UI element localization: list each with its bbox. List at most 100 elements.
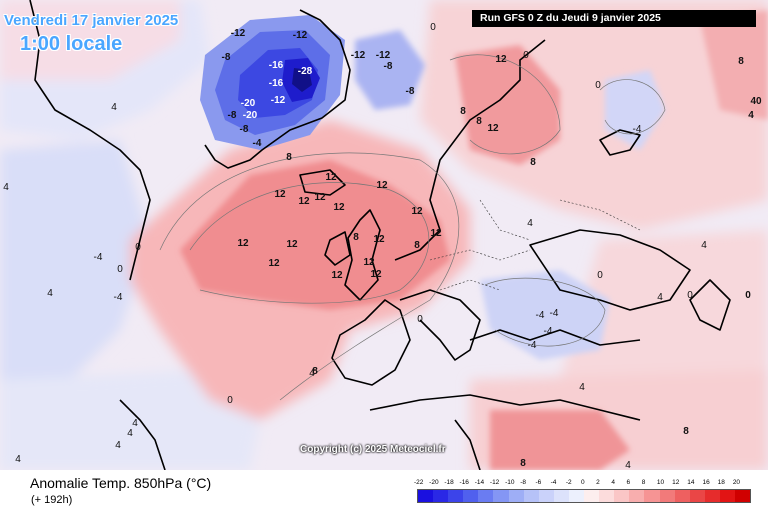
legend-swatch	[659, 490, 675, 502]
contour-label: 4	[15, 454, 21, 465]
legend-swatch	[614, 490, 630, 502]
contour-label: -4	[94, 252, 103, 263]
contour-label: 4	[115, 440, 121, 451]
legend-tick-label: -16	[459, 479, 469, 486]
contour-label: 0	[595, 80, 601, 91]
legend-tick-label: 16	[702, 479, 710, 486]
legend-swatch	[433, 490, 449, 502]
legend-swatch	[418, 490, 434, 502]
borders	[429, 199, 641, 291]
great-britain	[344, 209, 381, 301]
contour-label: -16	[269, 78, 284, 89]
contour-label: 12	[331, 270, 343, 281]
contour-label: -20	[241, 98, 256, 109]
contour-label: -12	[271, 95, 286, 106]
cold-core-balkans	[480, 270, 610, 360]
legend-tick-label: -22	[414, 479, 424, 486]
contour-label: 12	[286, 239, 298, 250]
contour-label: 12	[363, 257, 375, 268]
cold-ring-5	[292, 68, 312, 92]
legend-swatch	[553, 490, 569, 502]
anomaly-core-shading	[180, 10, 768, 470]
contour-label: 0	[135, 242, 141, 253]
contour-label: 12	[487, 123, 499, 134]
mediterranean-north-coast	[469, 329, 641, 346]
legend-swatch	[508, 490, 524, 502]
contour-label: -8	[240, 124, 249, 135]
lake-ladoga	[599, 129, 641, 156]
legend-tick-label: 14	[687, 479, 695, 486]
legend-swatch	[538, 490, 554, 502]
contour-label: 8	[353, 232, 359, 243]
contour-label: -4	[253, 138, 262, 149]
contour-label: -12	[293, 30, 308, 41]
cold-core-svalbard	[355, 30, 425, 110]
contour-label: 12	[411, 206, 423, 217]
black-sea	[529, 229, 691, 311]
lead-time: (+ 192h)	[31, 494, 73, 506]
warm-area-northwest	[0, 0, 180, 80]
local-time: 1:00 locale	[20, 33, 123, 55]
contour-label: 8	[476, 116, 482, 127]
iceland	[299, 169, 346, 196]
contour-label: 8	[286, 152, 292, 163]
contour-label: 12	[495, 54, 507, 65]
legend-tick-label: 18	[717, 479, 725, 486]
contour-label: -4	[633, 124, 642, 135]
greenland-cold-pool	[200, 15, 345, 150]
contour-label: 0	[687, 290, 693, 301]
iberia-coast	[331, 299, 411, 386]
contour-label: 12	[430, 228, 442, 239]
contour-label: -20	[243, 110, 258, 121]
contour-label: -8	[228, 110, 237, 121]
run-info: Run GFS 0 Z du Jeudi 9 janvier 2025	[472, 10, 756, 27]
contour-label: 4	[111, 102, 117, 113]
legend-swatch	[599, 490, 615, 502]
north-africa-coast	[369, 394, 641, 421]
contour-label: 12	[237, 238, 249, 249]
legend-tick-label: -2	[565, 479, 572, 486]
north-america-coast	[29, 0, 151, 281]
contour-label: -12	[376, 50, 391, 61]
legend-tick-label: -18	[444, 479, 454, 486]
copyright-notice: Copyright (c) 2025 Meteociel.fr	[300, 444, 446, 455]
contour-label: -8	[406, 86, 415, 97]
cold-area-southwest	[0, 370, 260, 470]
legend-swatch	[523, 490, 539, 502]
contour-label: 4	[127, 428, 133, 439]
isoline-balkans	[484, 277, 606, 347]
contour-label: 0	[523, 50, 529, 61]
contour-label: 12	[298, 196, 310, 207]
contour-label: 12	[373, 234, 385, 245]
contour-label: 4	[701, 240, 707, 251]
contour-label: 12	[268, 258, 280, 269]
north-america-south-coast	[119, 399, 166, 470]
border-2	[439, 279, 501, 291]
legend-tick-label: 6	[626, 479, 631, 486]
contour-label: 12	[370, 269, 382, 280]
scandinavia-coast	[394, 39, 546, 261]
contour-label: 4	[47, 288, 53, 299]
legend-swatch	[584, 490, 600, 502]
contour-label: -4	[536, 310, 545, 321]
contour-label: 8	[460, 106, 466, 117]
ireland	[324, 231, 351, 266]
legend-swatch	[629, 490, 645, 502]
contour-label: -4	[544, 326, 553, 337]
contour-label: -4	[114, 292, 123, 303]
contour-label: 4	[309, 368, 315, 379]
legend-swatch	[734, 490, 751, 502]
legend-swatch	[493, 490, 509, 502]
legend-swatch	[568, 490, 585, 502]
contour-label: -28	[298, 66, 313, 77]
greenland-coast	[204, 9, 351, 169]
caspian-sea	[689, 279, 731, 331]
contour-label: 4	[3, 182, 9, 193]
contour-label: 12	[314, 192, 326, 203]
warm-core-russia	[455, 45, 560, 165]
contour-label: 4	[748, 110, 754, 121]
red-sea-coast	[454, 419, 481, 470]
legend-swatch	[463, 490, 479, 502]
isoline-12	[189, 182, 430, 304]
legend-tick-label: 4	[611, 479, 615, 486]
